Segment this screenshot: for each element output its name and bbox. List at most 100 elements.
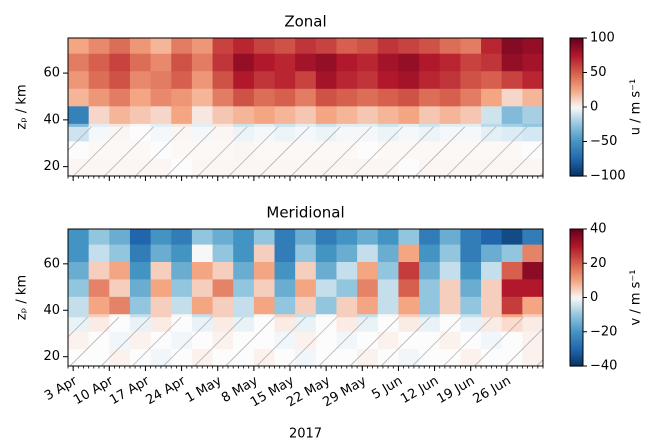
heatmap-cell (212, 296, 234, 315)
colorbar-segment (570, 84, 583, 87)
colorbar-segment (570, 79, 583, 83)
colorbar-segment (570, 61, 583, 64)
colorbar-label: u / m s⁻¹ (629, 79, 644, 136)
colorbar-segment (570, 153, 583, 156)
heatmap-cell (88, 261, 110, 280)
heatmap-cell (357, 53, 379, 72)
colorbar-segment (570, 295, 583, 299)
heatmap-cell (212, 105, 234, 124)
heatmap-cell (191, 53, 214, 72)
heatmap-cell (398, 278, 420, 297)
heatmap-cell (315, 105, 337, 124)
heatmap-cell (68, 278, 90, 297)
heatmap-cell (419, 88, 441, 107)
heatmap-cell (191, 38, 214, 54)
x-tick-label: 10 Apr (71, 373, 116, 408)
heatmap-cell (315, 278, 337, 297)
y-axis-label: zₚ / km (15, 84, 30, 129)
heatmap-cell (150, 88, 172, 107)
x-tick-label: 1 May (183, 373, 225, 406)
heatmap-cell (377, 105, 399, 124)
heatmap-cell (522, 88, 544, 107)
heatmap-cell (357, 88, 379, 107)
colorbar-segment (570, 354, 583, 358)
colorbar-segment (570, 93, 583, 97)
colorbar-segment (570, 356, 583, 360)
heatmap-cell (295, 244, 317, 263)
colorbar-segment (570, 350, 583, 353)
colorbar-segment (570, 141, 583, 145)
heatmap-cell (150, 261, 172, 280)
colorbar-segment (570, 329, 583, 333)
heatmap-cell (295, 296, 317, 315)
heatmap-cell (88, 88, 110, 107)
colorbar-segment (570, 352, 583, 356)
colorbar-segment (570, 95, 583, 99)
heatmap-cell (377, 229, 399, 245)
colorbar-segment (570, 88, 583, 92)
colorbar-segment (570, 47, 583, 51)
colorbar-segment (570, 136, 583, 140)
heatmap-cell (274, 296, 296, 315)
colorbar-segment (570, 150, 583, 154)
colorbar-segment (570, 263, 583, 267)
heatmap-cell (253, 70, 276, 89)
heatmap-cell (522, 38, 544, 54)
colorbar-label: v / m s⁻¹ (629, 270, 644, 326)
colorbar-segment (570, 347, 583, 351)
colorbar-segment (570, 279, 583, 283)
colorbar-segment (570, 244, 583, 248)
colorbar-segment (570, 40, 583, 44)
colorbar-segment (570, 134, 583, 138)
heatmap-cell (295, 278, 317, 297)
colorbar-segment (570, 274, 583, 278)
heatmap-cell (191, 70, 214, 89)
heatmap-cell (191, 296, 214, 315)
heatmap-cell (336, 88, 358, 107)
colorbar-segment (570, 166, 583, 170)
heatmap-cell (315, 88, 337, 107)
heatmap-cell (439, 105, 461, 124)
heatmap-cell (129, 70, 152, 89)
heatmap-cell (336, 105, 358, 124)
heatmap-cell (129, 261, 152, 280)
heatmap-cell (522, 53, 544, 72)
y-tick-label: 20 (43, 349, 60, 364)
colorbar-segment (570, 299, 583, 303)
heatmap-cell (150, 38, 172, 54)
heatmap-cell (191, 244, 214, 263)
heatmap-cell (68, 53, 90, 72)
heatmap-cell (460, 244, 482, 263)
heatmap-cell (212, 70, 234, 89)
heatmap-cell (439, 88, 461, 107)
heatmap-cell (233, 38, 255, 54)
colorbar-segment (570, 162, 583, 166)
heatmap-cell (377, 278, 399, 297)
colorbar-segment (570, 311, 583, 315)
colorbar-segment (570, 251, 583, 255)
heatmap-cell (460, 70, 482, 89)
heatmap-cell (315, 244, 337, 263)
colorbar-segment (570, 315, 583, 319)
x-tick-label: 19 Jun (434, 374, 477, 407)
colorbar-tick-label: 20 (590, 256, 607, 271)
heatmap-cell (150, 105, 172, 124)
heatmap-cell (88, 244, 110, 263)
heatmap-cell (295, 261, 317, 280)
heatmap-cell (357, 105, 379, 124)
heatmap-cell (439, 53, 461, 72)
heatmap-cell (68, 70, 90, 89)
heatmap-cell (233, 278, 255, 297)
heatmap-cell (460, 278, 482, 297)
colorbar-segment (570, 143, 583, 147)
x-tick-label: 24 Apr (143, 373, 188, 408)
colorbar-tick-label: −40 (590, 359, 617, 374)
heatmap-cell (253, 38, 276, 54)
heatmap-cell (109, 229, 131, 245)
heatmap-cell (522, 261, 544, 280)
colorbar-segment (570, 249, 583, 253)
heatmap-cell (357, 229, 379, 245)
heatmap-cell (109, 38, 131, 54)
heatmap-cell (419, 278, 441, 297)
heatmap-cell (460, 53, 482, 72)
